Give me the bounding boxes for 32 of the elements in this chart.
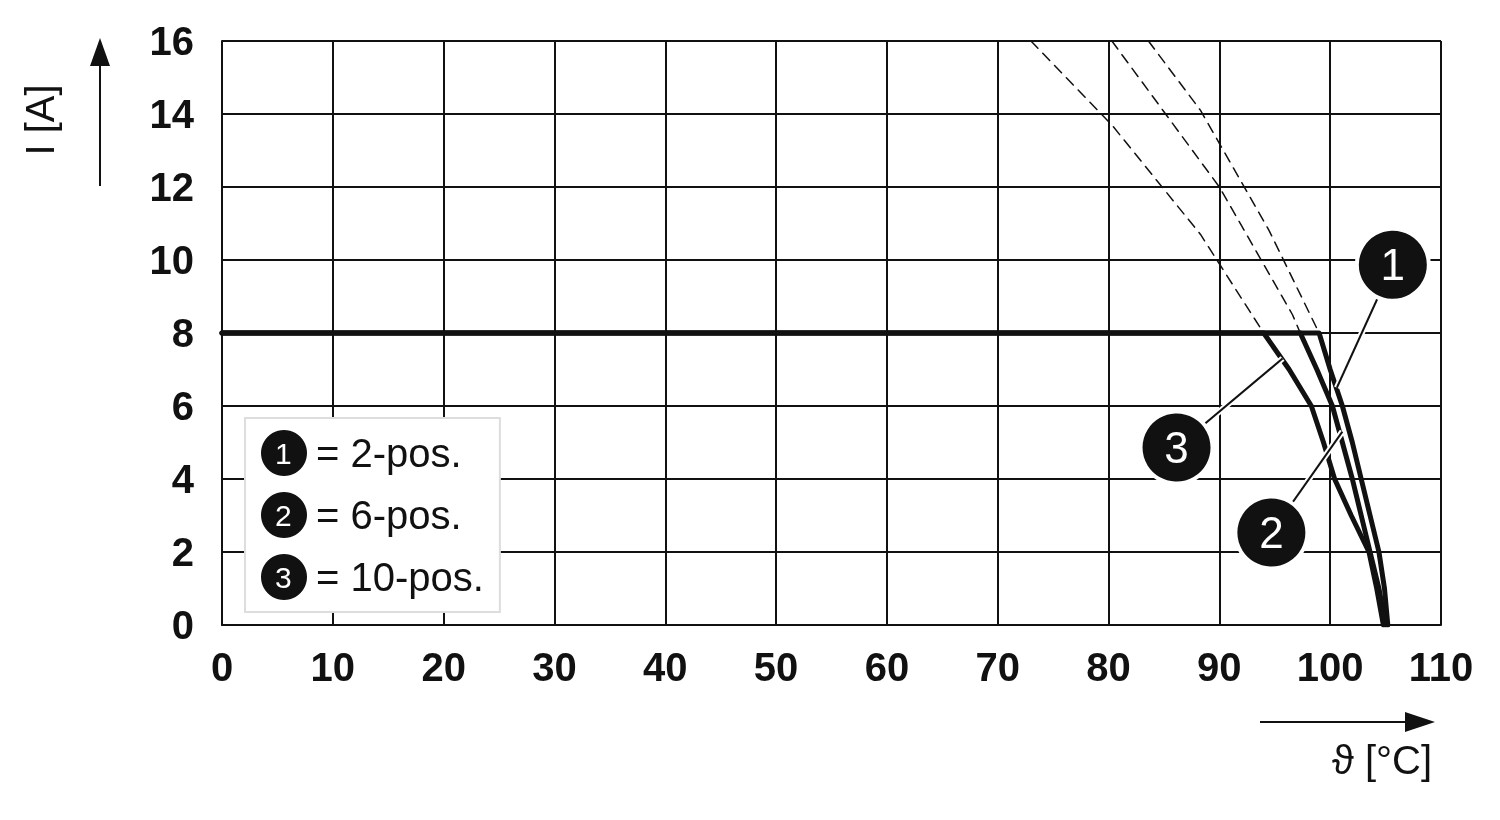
x-tick-label: 60 [864,645,910,689]
y-tick-label: 8 [171,311,194,355]
text: 3 [275,560,292,594]
y-tick-label: 14 [149,92,195,136]
x-tick-label: 110 [1408,645,1474,689]
y-tick-label: 4 [171,457,195,501]
annotation: 3 [1164,423,1189,473]
x-tick-label: 50 [753,645,799,689]
y-tick-label: 16 [149,19,194,63]
x-tick-label: 70 [975,645,1020,689]
x-tick-label: 10 [310,645,356,689]
x-tick-label: 20 [421,645,466,689]
x-tick-label: 30 [532,645,577,689]
legend-label: = 10-pos. [316,555,484,599]
x-tick-label: 90 [1197,645,1242,689]
x-tick-label: 0 [210,645,234,689]
y-tick-label: 10 [149,238,194,282]
y-tick-label: 12 [149,165,194,209]
x-tick-label: 80 [1086,645,1131,689]
y-tick-label: 6 [171,384,194,428]
legend-label: = 2-pos. [316,431,462,475]
y-tick-label: 0 [171,603,194,647]
annotation: 2 [1259,508,1284,558]
legend-label: = 6-pos. [316,493,462,537]
annotation: 1 [1380,240,1406,290]
text: 1 [275,436,292,470]
x-axis-title: ϑ [°C] [1331,738,1433,782]
x-tick-label: 100 [1296,645,1364,689]
x-tick-label: 40 [643,645,688,689]
y-tick-label: 2 [171,530,194,574]
text: 2 [275,498,292,532]
y-axis-title: I [A] [18,84,62,156]
